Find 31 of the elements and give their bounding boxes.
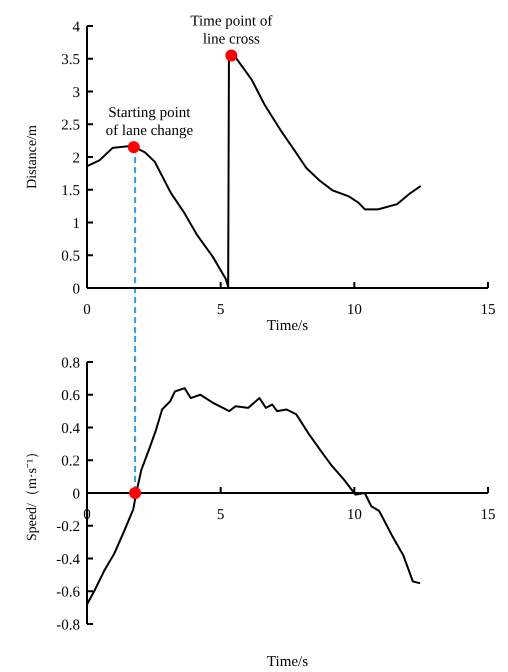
annotation: Time point of line cross [190, 13, 272, 48]
x-axis-title: Time/s [266, 654, 308, 670]
y-tick-label: 2.5 [61, 118, 80, 134]
x-tick-label: 15 [480, 507, 496, 523]
y-tick-label: 0.8 [61, 355, 80, 372]
y-tick-label: 0 [72, 281, 80, 298]
y-tick-label: 0.2 [61, 454, 80, 470]
y-tick-label: 1.5 [61, 183, 80, 199]
y-tick-label: -0.8 [56, 617, 80, 634]
y-tick-label: -0.6 [56, 584, 80, 600]
y-tick-label: 4 [72, 19, 80, 36]
y-axis-title: Distance/m [25, 125, 40, 189]
y-tick-label: 0.5 [61, 248, 80, 264]
x-tick-label: 5 [216, 507, 224, 523]
x-tick-label: 5 [216, 302, 224, 318]
x-axis-title: Time/s [266, 318, 308, 334]
annotation: Starting point of lane change [106, 105, 194, 140]
x-tick-label: 10 [346, 302, 362, 318]
y-tick-label: -0.2 [56, 519, 80, 535]
y-tick-label: 3 [72, 84, 80, 101]
y-axis-title: Speed/（m·s⁻¹） [25, 444, 40, 542]
y-tick-label: 3.5 [61, 52, 80, 68]
y-tick-label: 2 [72, 150, 80, 166]
x-tick-label: 15 [480, 302, 496, 318]
x-tick-label: 10 [346, 507, 362, 523]
y-tick-label: 0.6 [61, 388, 80, 404]
y-tick-label: 1 [72, 216, 80, 232]
y-tick-label: 0 [72, 486, 80, 502]
x-tick-label: 0 [83, 302, 91, 318]
y-tick-label: 0.4 [61, 420, 80, 437]
y-tick-label: -0.4 [56, 552, 80, 568]
